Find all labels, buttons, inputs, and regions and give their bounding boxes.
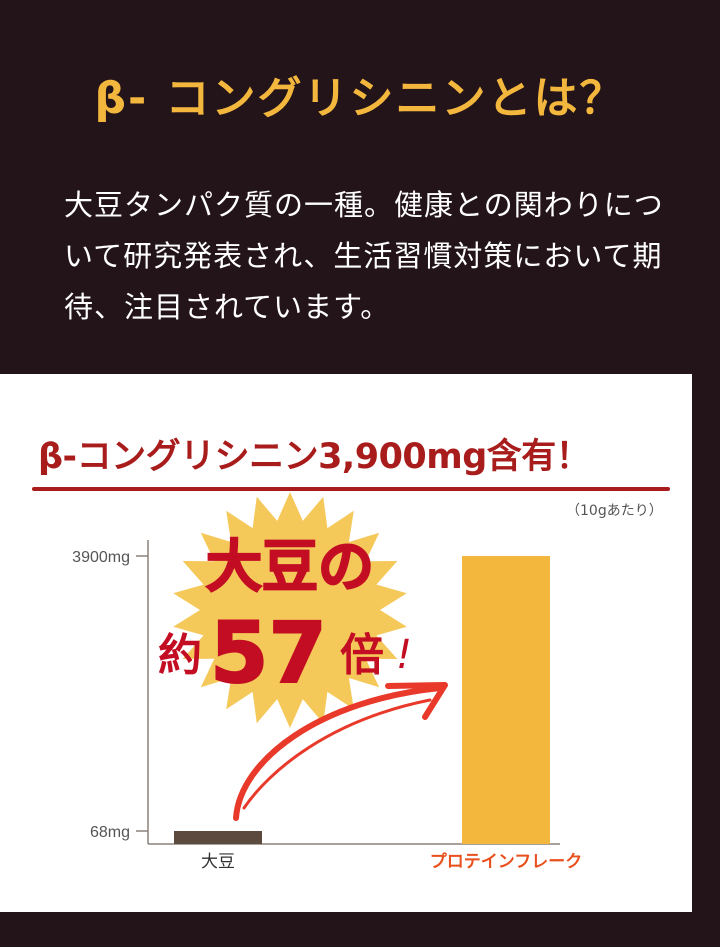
- callout-prefix: 約: [158, 630, 202, 681]
- bar-1: [174, 831, 262, 844]
- description: 大豆タンパク質の一種。健康との関わりについて研究発表され、生活習慣対策において期…: [64, 188, 664, 324]
- y-tick-label: 68mg: [90, 824, 130, 841]
- bar-2: [462, 556, 550, 844]
- callout-suffix: 倍: [340, 630, 384, 681]
- arrow-icon: [233, 685, 443, 821]
- arrow-inner: [242, 698, 432, 810]
- callout-number: 57: [210, 604, 327, 702]
- unit-note: （10gあたり）: [566, 503, 663, 519]
- y-tick-label: 3900mg: [72, 549, 130, 566]
- chart-title: β-コングリシニン3,900mg含有！: [38, 437, 591, 477]
- title-rule: [32, 487, 670, 491]
- starburst: [173, 492, 407, 728]
- arrow-head: [385, 682, 448, 720]
- page-title: β- コングリシニンとは？: [94, 73, 626, 124]
- category-label: プロテインフレーク: [430, 851, 583, 872]
- callout-line1: 大豆の: [206, 535, 374, 600]
- callout-exclaim: !: [396, 632, 412, 678]
- category-label: 大豆: [201, 852, 235, 872]
